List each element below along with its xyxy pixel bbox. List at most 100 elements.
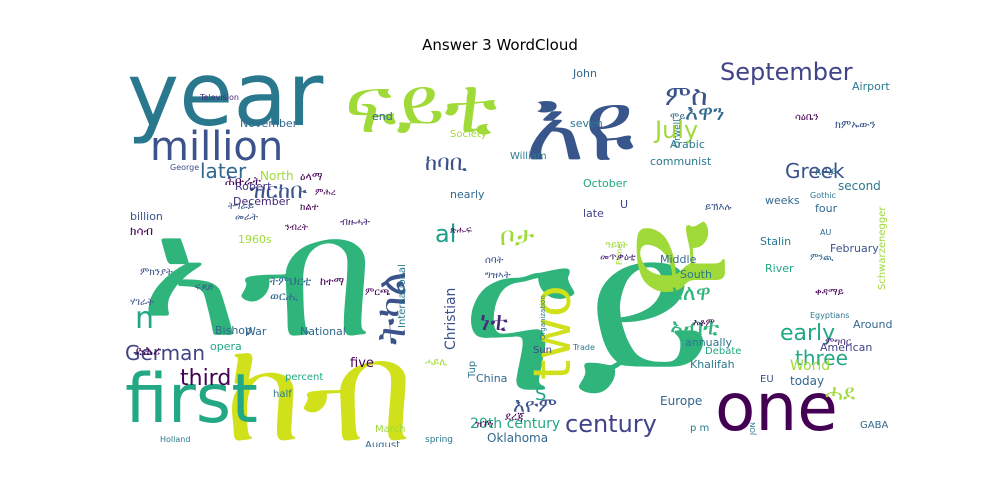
word-33: Oklahoma	[487, 431, 548, 445]
word-98: S	[535, 384, 546, 405]
word-129: ብዙሓት	[340, 217, 370, 228]
word-79: Trade	[572, 343, 595, 352]
word-64: Airport	[852, 80, 890, 93]
chart-title: Answer 3 WordCloud	[422, 36, 578, 54]
word-5: ከብ	[225, 311, 413, 447]
word-54: Around	[853, 318, 892, 331]
word-90: Egyptians	[810, 311, 849, 320]
word-100: ክሳብ	[130, 224, 153, 238]
word-4: ናይ	[460, 186, 712, 442]
word-37: Europe	[660, 394, 702, 408]
word-29: third	[180, 366, 231, 391]
word-62: communist	[650, 155, 712, 168]
word-71: November	[240, 117, 298, 130]
word-109: ድሕሪ	[135, 344, 160, 358]
word-73: George	[170, 163, 199, 172]
word-35: World	[790, 358, 830, 374]
word-112: ደረጃ	[505, 410, 525, 423]
word-131: ዕላማ	[300, 170, 323, 183]
word-123: ምግባር	[825, 337, 852, 348]
word-3: ኣብ	[140, 178, 375, 376]
word-77: end	[372, 110, 393, 123]
word-61: October	[583, 177, 627, 190]
word-cloud-area: year ፍይቲ እዩ ኣብ ናይ ከብ ዩ million first one two Septem…	[125, 60, 900, 447]
word-63: Arabic	[670, 138, 705, 151]
word-49: International	[397, 264, 408, 328]
word-130: ጽሑፍ	[450, 226, 472, 236]
word-119: ሳዕቤን	[795, 112, 819, 123]
word-34: Christian	[443, 288, 459, 350]
word-7: million	[150, 124, 283, 170]
word-57: Stalin	[760, 235, 791, 248]
word-20: ቦታ	[500, 222, 535, 252]
word-81: percent	[285, 372, 323, 383]
word-105: ወርሒ	[270, 289, 299, 303]
word-43: billion	[130, 210, 163, 223]
word-32: 20th century	[470, 416, 560, 432]
word-15: ከባቢ	[425, 151, 468, 176]
word-23: early	[780, 321, 835, 346]
word-24: ኣለዋ	[670, 281, 711, 306]
word-59: four	[815, 202, 838, 215]
word-58: weeks	[765, 194, 800, 207]
word-93: Gothic	[810, 191, 836, 200]
word-76: U	[620, 198, 628, 211]
word-94: Tup	[467, 361, 478, 379]
word-25: ኣብቲ	[670, 313, 719, 341]
word-30: century	[565, 410, 657, 438]
word-6: ዩ	[576, 220, 763, 300]
word-11: September	[720, 60, 853, 86]
word-101: ሕቡራት	[225, 174, 261, 188]
word-87: EU	[760, 374, 774, 385]
word-102: መራት	[235, 212, 258, 223]
word-45: Bishop	[215, 324, 252, 337]
word-13: July	[653, 116, 698, 144]
word-83: March	[375, 424, 405, 435]
word-88: GABA	[860, 420, 888, 431]
word-36: today	[790, 374, 824, 388]
word-48: National	[300, 325, 346, 338]
word-56: February	[830, 242, 879, 255]
word-108: ምርጫ	[365, 287, 390, 298]
word-106: ሃገራት	[130, 297, 154, 308]
word-cloud-svg: year ፍይቲ እዩ ኣብ ናይ ከብ ዩ million first one two Septem…	[125, 60, 892, 447]
word-113: ሓይሊ	[425, 357, 447, 368]
word-133: ንብረት	[285, 223, 308, 233]
word-125: እቶም	[693, 318, 715, 329]
word-67: John	[572, 67, 597, 80]
word-31: እዮም	[513, 393, 557, 417]
word-70: Society	[450, 129, 487, 140]
word-103: ምክንያት	[140, 267, 173, 278]
word-85: spring	[425, 435, 453, 445]
word-86: Holland	[160, 435, 190, 444]
word-91: River	[765, 262, 794, 275]
word-55: annually	[685, 336, 733, 349]
word-38: China	[476, 372, 507, 385]
word-65: Debate	[705, 346, 741, 357]
word-41: Robert	[235, 180, 272, 193]
word-39: five	[350, 356, 374, 371]
word-66: Orwell	[673, 119, 683, 148]
word-121: ዓይነት	[605, 240, 628, 251]
word-8: first	[125, 360, 258, 439]
word-28: German	[125, 341, 205, 365]
word-120: ክምኡውን	[835, 118, 876, 131]
word-82: half	[273, 389, 292, 400]
word-19: al	[435, 220, 456, 248]
word-21: ትካል	[369, 271, 415, 345]
word-127: ዝኾነ	[475, 419, 494, 430]
word-14: እዋን	[685, 101, 725, 126]
word-110: ሰባት	[485, 255, 504, 266]
word-40: North	[260, 169, 294, 183]
word-99: n	[135, 301, 154, 336]
word-1: ፍይቲ	[345, 61, 497, 151]
word-60: second	[838, 179, 881, 193]
word-78: Khalifah	[690, 358, 735, 371]
word-26: three	[795, 346, 848, 370]
word-52: South	[680, 268, 712, 281]
word-68: seven	[570, 117, 603, 130]
word-74: nearly	[450, 188, 485, 201]
word-84: August	[365, 440, 400, 447]
word-9: one	[715, 369, 838, 446]
